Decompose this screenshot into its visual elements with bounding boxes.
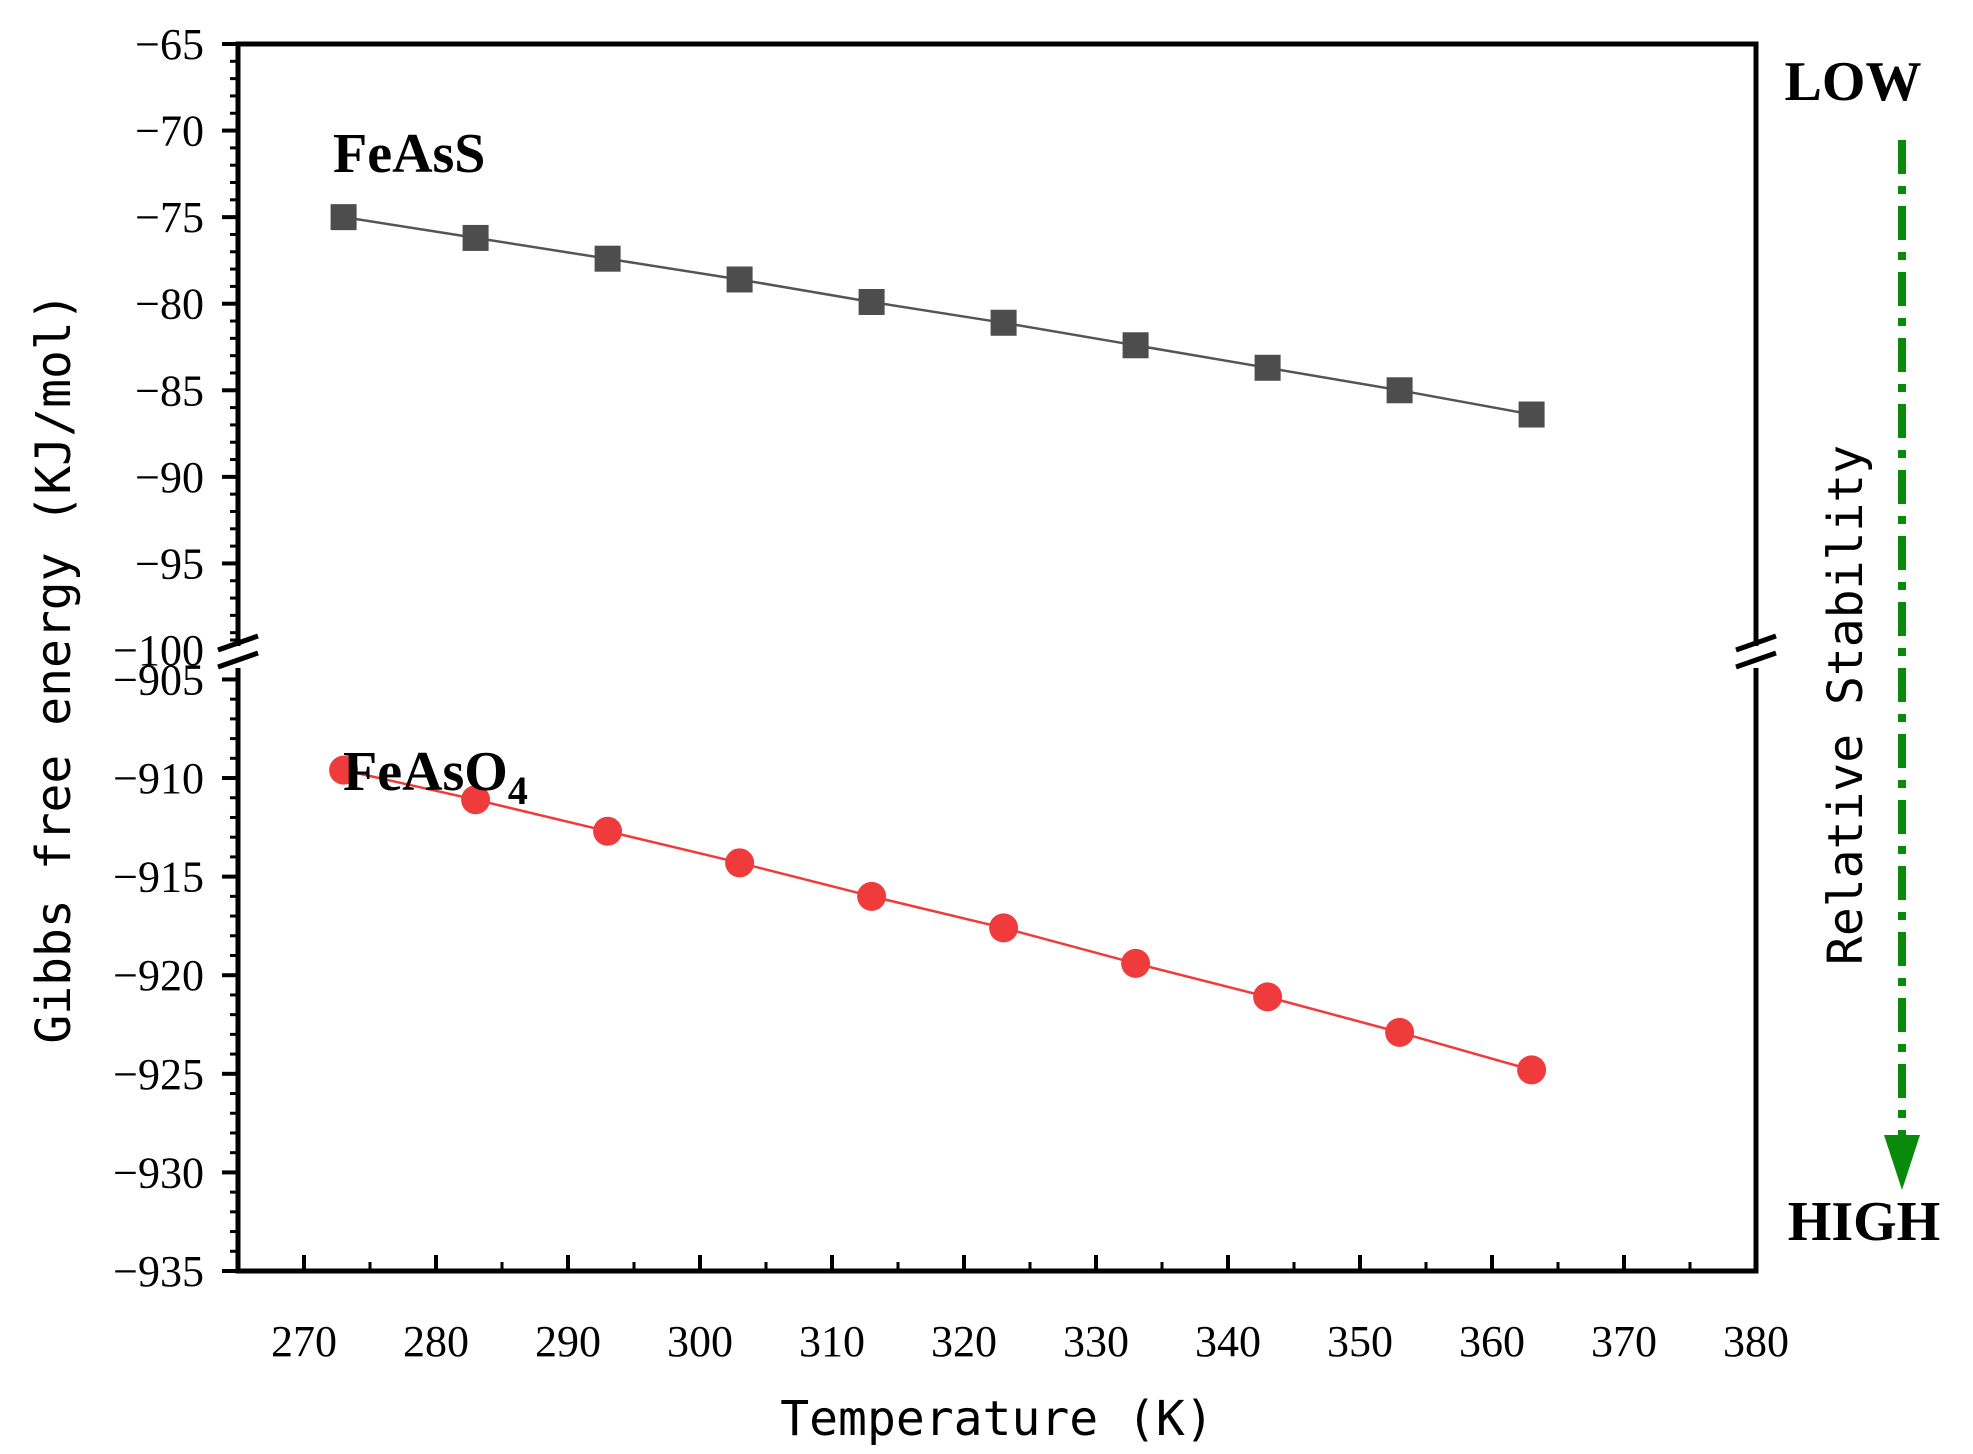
- x-tick-label-300: 300: [667, 1317, 733, 1366]
- y-tick-label-upper-0: −65: [135, 20, 204, 69]
- y-tick-label-upper-3: −80: [135, 280, 204, 329]
- series-label-feaso4-subscript: 4: [508, 768, 528, 813]
- y-tick-label-upper-7: −100: [113, 626, 204, 675]
- data-point-feaso4-303: [725, 848, 755, 878]
- data-point-feaso4-313: [857, 881, 887, 911]
- series-line-feass: [343, 215, 1532, 416]
- y-tick-label-lower-4: −925: [113, 1050, 204, 1099]
- data-point-feaso4-273: [329, 755, 359, 785]
- y-tick-label-lower-0: −905: [113, 655, 204, 704]
- y-tick-label-lower-6: −935: [113, 1247, 204, 1296]
- data-point-feass-343: [1254, 354, 1281, 381]
- y-tick-label-upper-2: −75: [135, 193, 204, 242]
- data-point-feaso4-293: [593, 816, 623, 846]
- x-tick-label-270: 270: [271, 1317, 337, 1366]
- series-label-feass: FeAsS: [333, 123, 485, 185]
- data-point-feass-293: [594, 245, 621, 272]
- y-tick-label-lower-3: −920: [113, 951, 204, 1000]
- data-point-feaso4-323: [989, 913, 1019, 943]
- y-tick-label-upper-4: −85: [135, 366, 204, 415]
- stability-axis-label: Relative Stability: [1818, 445, 1874, 965]
- x-tick-label-320: 320: [931, 1317, 997, 1366]
- series-label-feaso4: FeAsO4: [343, 741, 528, 813]
- x-tick-label-330: 330: [1063, 1317, 1129, 1366]
- stability-low-label: LOW: [1785, 51, 1922, 113]
- data-point-feass-363: [1518, 401, 1545, 428]
- y-tick-label-upper-6: −95: [135, 539, 204, 588]
- data-point-feass-303: [726, 266, 753, 293]
- data-point-feass-273: [330, 204, 357, 231]
- y-tick-label-upper-1: −70: [135, 107, 204, 156]
- series-markers: [329, 204, 1547, 1085]
- y-tick-label-lower-5: −930: [113, 1148, 204, 1197]
- y-tick-label-upper-5: −90: [135, 453, 204, 502]
- y-axis-break-left: [217, 633, 259, 670]
- data-point-feass-313: [858, 288, 885, 315]
- data-point-feass-283: [462, 224, 489, 251]
- x-tick-label-350: 350: [1327, 1317, 1393, 1366]
- data-point-feass-353: [1386, 377, 1413, 404]
- data-point-feass-323: [990, 309, 1017, 336]
- data-point-feaso4-343: [1253, 982, 1283, 1012]
- data-point-feass-333: [1122, 332, 1149, 359]
- y-tick-label-lower-2: −915: [113, 853, 204, 902]
- x-tick-label-380: 380: [1723, 1317, 1789, 1366]
- series-lines: [343, 215, 1532, 1072]
- x-tick-label-370: 370: [1591, 1317, 1657, 1366]
- ticks-layer: 270 280 290 300 310 320 330 340 350 360 370 380 −65 −…: [113, 20, 1789, 1366]
- data-point-feaso4-363: [1517, 1055, 1547, 1085]
- x-tick-label-340: 340: [1195, 1317, 1261, 1366]
- x-tick-label-310: 310: [799, 1317, 865, 1366]
- series-label-feaso4-main: FeAsO: [343, 741, 508, 803]
- data-point-feaso4-283: [461, 785, 491, 815]
- data-point-feaso4-353: [1385, 1017, 1415, 1047]
- y-axis-break-right: [1735, 633, 1777, 670]
- data-point-feaso4-333: [1121, 948, 1151, 978]
- y-tick-label-lower-1: −910: [113, 754, 204, 803]
- x-tick-label-290: 290: [535, 1317, 601, 1366]
- x-tick-label-360: 360: [1459, 1317, 1525, 1366]
- stability-high-label: HIGH: [1788, 1191, 1940, 1253]
- x-axis-title: Temperature (K): [780, 1391, 1213, 1447]
- series-line-feaso4: [343, 768, 1532, 1072]
- x-tick-label-280: 280: [403, 1317, 469, 1366]
- stability-arrow-head: [1884, 1135, 1920, 1190]
- y-axis-title: Gibbs free energy (KJ/mol): [26, 292, 82, 1043]
